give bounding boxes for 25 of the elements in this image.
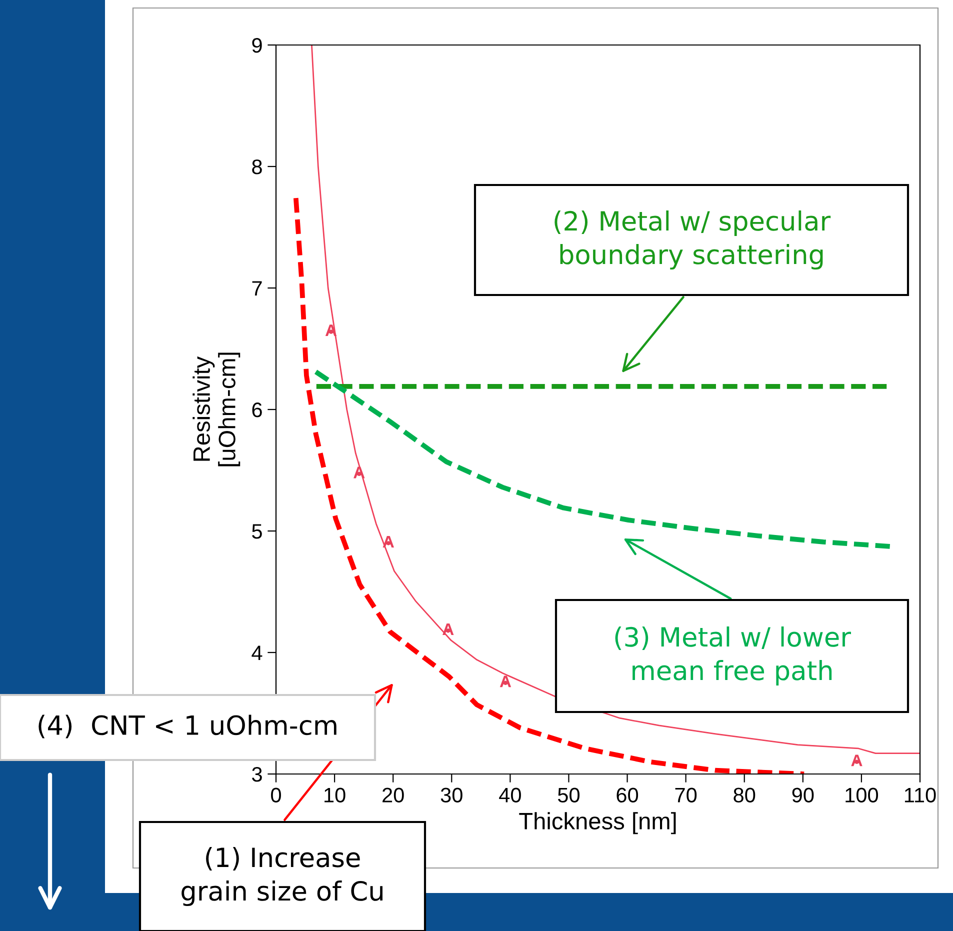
x-tick-label: 60 <box>616 788 638 802</box>
text: (1) Increase grain size of Cu <box>182 846 382 906</box>
y-tick-label: 4 <box>252 646 262 660</box>
y-axis-title: Resistivity [uOhm-cm] <box>192 352 240 466</box>
annotation: (4) CNT < 1 uOhm-cm <box>38 714 336 738</box>
y-tick-label: 3 <box>252 767 262 782</box>
annotation: (2) Metal w/ specular boundary scattering <box>554 210 831 270</box>
x-tick-label: 20 <box>382 788 404 802</box>
x-tick-label: 80 <box>734 788 756 802</box>
x-tick-label: 50 <box>558 788 580 802</box>
x-tick-label: 100 <box>846 788 878 802</box>
y-tick-label: 7 <box>252 281 262 296</box>
x-tick-label: 0 <box>271 788 281 802</box>
x-tick-label: 40 <box>499 788 521 802</box>
y-tick-label: 8 <box>252 160 262 174</box>
x-tick-label: 110 <box>904 788 936 802</box>
y-tick-label: 6 <box>252 402 262 418</box>
x-tick-label: 70 <box>675 788 697 802</box>
y-tick-label: 5 <box>252 524 262 539</box>
x-axis-title: Thickness [nm] <box>519 812 676 834</box>
annotation: (3) Metal w/ lower mean free path <box>615 626 852 686</box>
y-tick-label: 9 <box>252 38 262 53</box>
x-tick-label: 30 <box>440 788 462 802</box>
x-tick-label: 90 <box>792 788 814 802</box>
x-tick-label: 10 <box>324 788 346 802</box>
